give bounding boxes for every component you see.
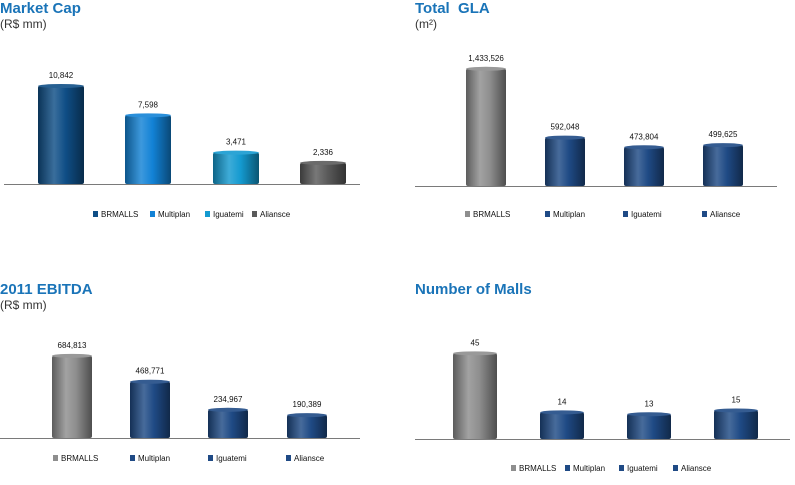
legend-swatch [252,211,257,217]
legend-swatch [623,211,628,217]
legend-swatch [702,211,707,217]
bar-top [545,135,585,140]
bar [714,410,758,439]
bar [130,381,170,438]
data-label: 592,048 [551,123,580,132]
data-label: 7,598 [138,100,159,109]
chart-subtitle: (m²) [415,17,437,31]
number-of-malls-panel: Number of Malls 45 BRMALLS 14 Multiplan 13 Ig… [415,281,795,485]
data-label: 2,336 [313,148,334,157]
bar [627,414,671,439]
data-label: 10,842 [49,71,74,80]
bar [545,137,585,186]
data-label: 499,625 [709,130,738,139]
legend-label: Aliansce [681,464,712,473]
legend-swatch [208,455,213,461]
bar-top [125,113,171,118]
bar-top [213,150,259,155]
data-label: 684,813 [58,341,87,350]
chart-subtitle: (R$ mm) [0,17,47,31]
ebitda-panel: 2011 EBITDA (R$ mm) 684,813 BRMALLS 468,77… [0,281,395,485]
total-gla-chart: 1,433,526 BRMALLS 592,048 Multiplan 473,804 I… [415,54,777,219]
number-of-malls-chart: 45 BRMALLS 14 Multiplan 13 Iguatemi 15 Aliansce [415,338,790,473]
legend-label: Iguatemi [216,454,247,463]
legend-label: Aliansce [260,210,291,219]
chart-subtitle: (R$ mm) [0,298,47,312]
bar-top [130,379,170,384]
chart-title: Market Cap [0,0,81,17]
data-label: 13 [645,399,654,408]
data-label: 473,804 [630,132,659,141]
legend-swatch [565,465,570,471]
bar-top [624,145,664,150]
data-label: 468,771 [136,367,165,376]
legend-label: Multiplan [138,454,170,463]
bar [540,412,584,439]
legend-swatch [130,455,135,461]
bar [213,152,259,184]
bar [208,409,248,438]
legend-label: Aliansce [294,454,325,463]
bar [453,353,497,439]
legend-label: Aliansce [710,210,741,219]
market-cap-chart: 10,842 BRMALLS 7,598 Multiplan 3,471 Iguatemi… [4,71,360,219]
legend-swatch [53,455,58,461]
data-label: 14 [558,397,567,406]
chart-title: Total GLA [415,0,490,17]
legend-swatch [150,211,155,217]
legend-label: BRMALLS [101,210,138,219]
legend-swatch [205,211,210,217]
legend-swatch [286,455,291,461]
bar-top [38,83,84,88]
legend-swatch [673,465,678,471]
ebitda-chart: 684,813 BRMALLS 468,771 Multiplan 234,967 Igu… [0,341,360,463]
chart-title: 2011 EBITDA [0,281,93,298]
chart-title: Number of Malls [415,281,532,298]
legend-swatch [465,211,470,217]
bar-top [52,353,92,358]
legend-label: Multiplan [158,210,190,219]
bar-top [627,412,671,417]
data-label: 190,389 [293,400,322,409]
bar-top [208,407,248,412]
legend-label: BRMALLS [61,454,98,463]
bar-top [300,160,346,165]
data-label: 3,471 [226,138,247,147]
legend-label: BRMALLS [473,210,510,219]
bar [38,85,84,184]
data-label: 15 [732,395,741,404]
bar [125,115,171,184]
bar [287,415,327,438]
total-gla-panel: Total GLA (m²) 1,433,526 BRMALLS 592,048 Mu… [415,0,795,240]
legend-swatch [93,211,98,217]
bar-top [703,143,743,148]
legend-label: Multiplan [573,464,605,473]
data-label: 45 [471,338,480,347]
market-cap-panel: Market Cap (R$ mm) 10,842 BRMALLS 7,598 Mul… [0,0,395,240]
legend-label: BRMALLS [519,464,556,473]
legend-swatch [545,211,550,217]
legend-label: Iguatemi [213,210,244,219]
legend-label: Iguatemi [627,464,658,473]
bar [52,355,92,438]
bar-top [453,351,497,356]
legend-swatch [619,465,624,471]
bar [703,145,743,186]
bar [624,147,664,186]
bar-top [714,408,758,413]
legend-swatch [511,465,516,471]
bar-top [287,413,327,418]
data-label: 1,433,526 [468,54,504,63]
bar-top [540,410,584,415]
legend-label: Multiplan [553,210,585,219]
bar-top [466,66,506,71]
data-label: 234,967 [214,395,243,404]
bar [466,68,506,186]
bar [300,162,346,184]
legend-label: Iguatemi [631,210,662,219]
